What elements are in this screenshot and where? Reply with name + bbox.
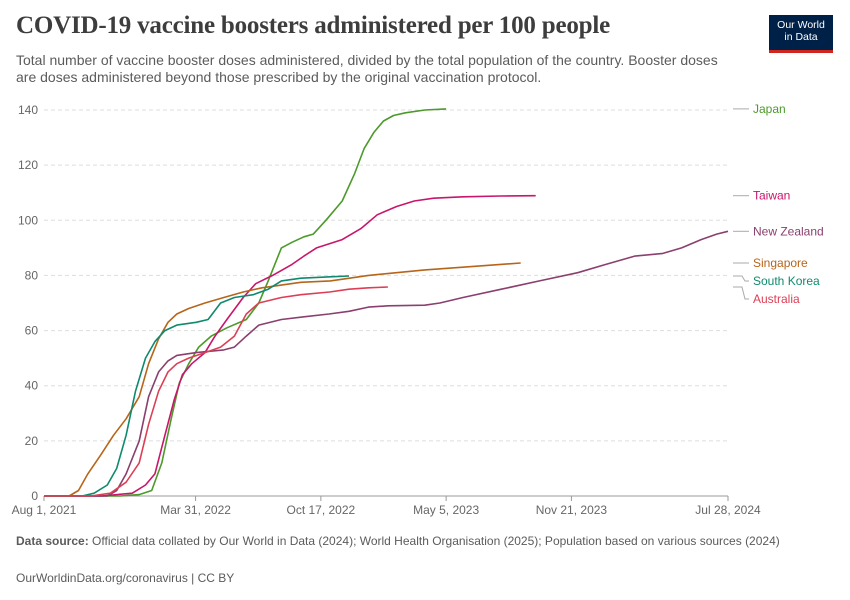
y-tick-label: 20 [25,434,39,448]
x-tick-label: Nov 21, 2023 [536,503,608,517]
legend-connector-australia [733,286,749,300]
series-line-australia[interactable] [44,286,388,497]
owid-logo[interactable]: Our World in Data [769,15,833,53]
data-source: Data source: Official data collated by O… [16,534,796,549]
y-tick-label: 60 [25,324,39,338]
logo-line-2: in Data [784,31,818,43]
legend-label-new-zealand[interactable]: New Zealand [753,224,824,238]
y-tick-label: 140 [18,103,38,117]
x-tick-label: Aug 1, 2021 [12,503,77,517]
x-tick-label: Mar 31, 2022 [160,503,231,517]
legend-label-south-korea[interactable]: South Korea [753,274,820,288]
line-chart: 0 20 40 60 80 100 120 140 Aug 1, 2021 Mar 31, 202… [12,102,824,517]
series-lines [44,108,729,497]
y-tick-label: 100 [18,213,38,227]
legend: Japan Taiwan New Zealand Singapore South Kor… [733,102,824,306]
legend-label-japan[interactable]: Japan [753,102,786,116]
chart-title: COVID-19 vaccine boosters administered p… [16,12,610,39]
series-line-taiwan[interactable] [44,194,536,497]
legend-label-australia[interactable]: Australia [753,292,800,306]
y-tick-label: 40 [25,379,39,393]
legend-label-singapore[interactable]: Singapore [753,256,808,270]
y-tick-label: 80 [25,268,39,282]
series-line-japan[interactable] [44,108,447,497]
x-tick-label: Oct 17, 2022 [286,503,355,517]
y-tick-label: 0 [31,489,38,503]
grid-lines [44,109,728,442]
source-text: Official data collated by Our World in D… [92,534,780,548]
series-line-south-korea[interactable] [44,275,350,497]
x-tick-label: Jul 28, 2024 [695,503,761,517]
credit-line[interactable]: OurWorldinData.org/coronavirus | CC BY [16,571,235,585]
legend-connector-south-korea [733,275,749,282]
axes: 0 20 40 60 80 100 120 140 Aug 1, 2021 Mar 31, 202… [12,103,761,517]
legend-label-taiwan[interactable]: Taiwan [753,189,790,203]
series-line-singapore[interactable] [44,262,521,497]
series-line-new-zealand[interactable] [44,230,729,497]
source-label: Data source: [16,534,89,548]
logo-line-1: Our World [777,19,825,31]
chart-subtitle: Total number of vaccine booster doses ad… [16,52,718,85]
y-tick-label: 120 [18,158,38,172]
x-tick-label: May 5, 2023 [413,503,479,517]
